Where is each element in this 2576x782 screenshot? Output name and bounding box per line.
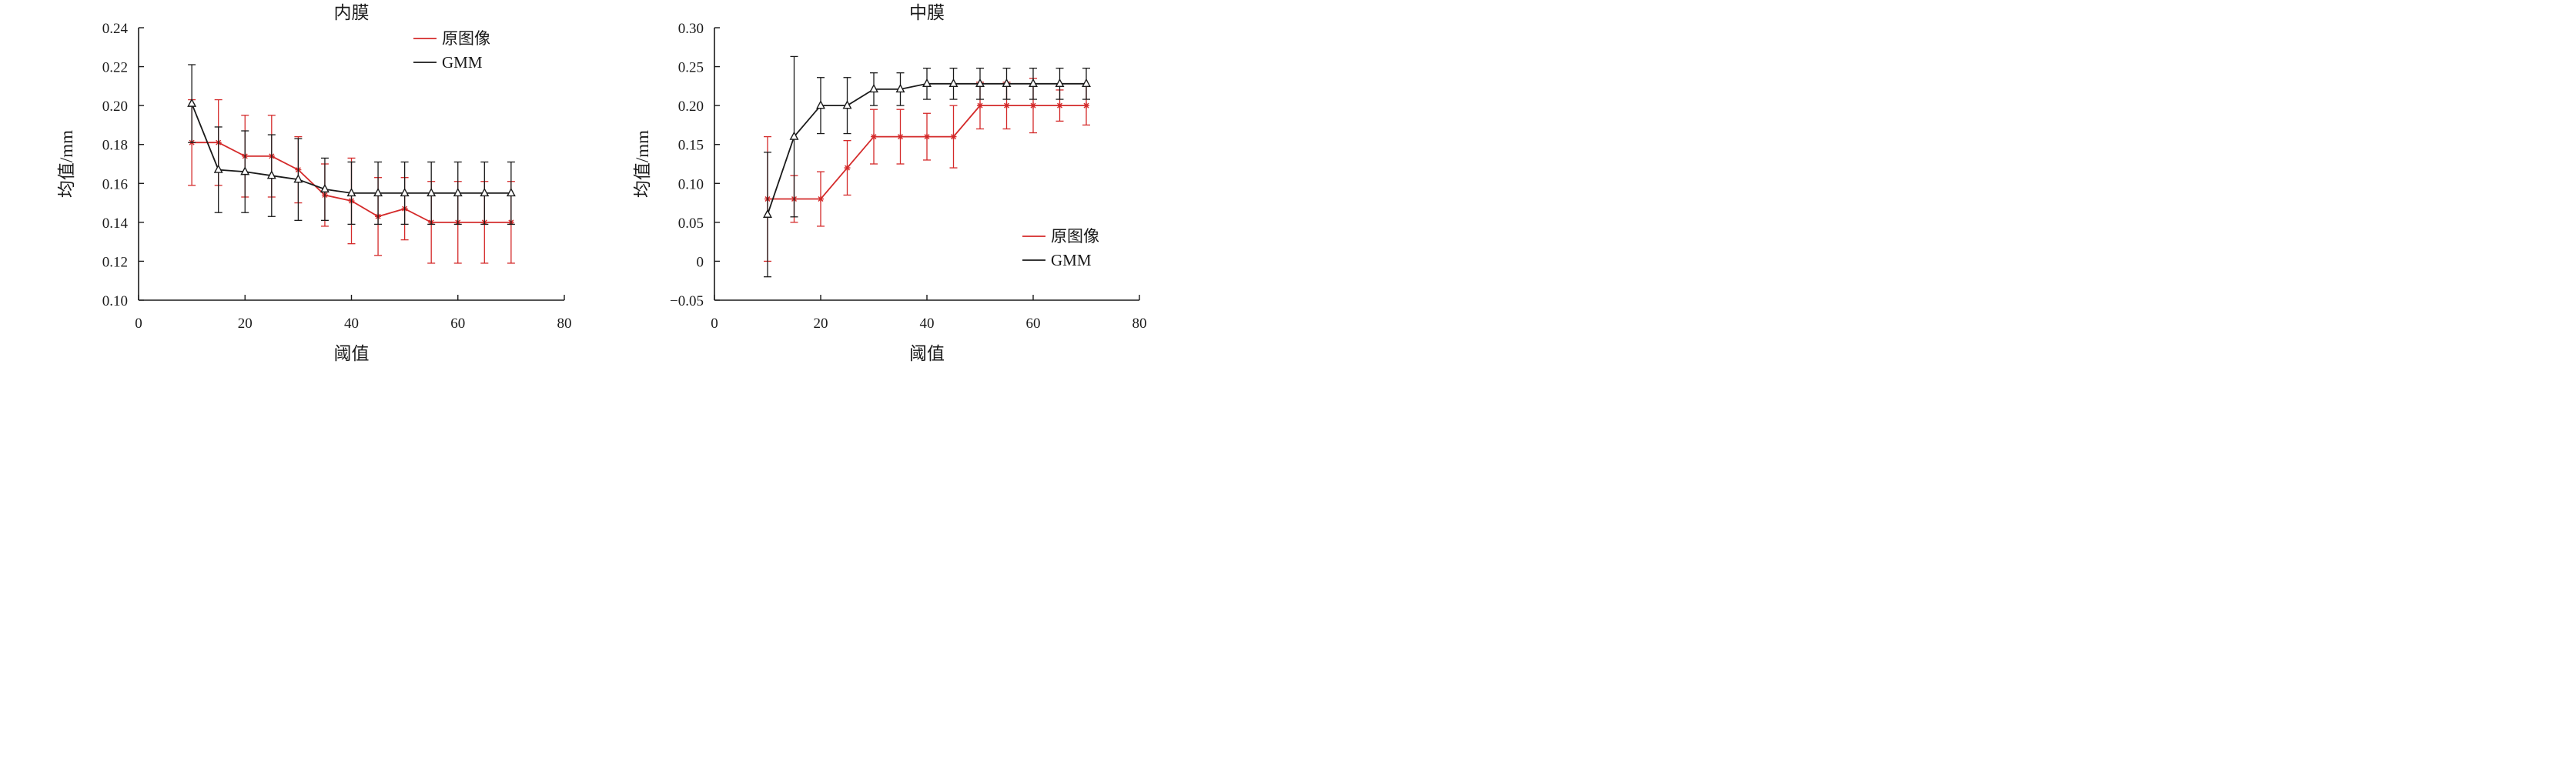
data-point-triangle	[922, 78, 932, 88]
data-point-star	[1003, 102, 1010, 109]
data-point-triangle	[506, 187, 516, 197]
y-axis-title: 均值/mm	[57, 130, 76, 198]
data-point-triangle	[346, 187, 356, 197]
y-tick-label: 0.25	[678, 60, 704, 76]
chart-title: 内膜	[334, 3, 370, 22]
legend-label: GMM	[442, 53, 483, 72]
data-point-star	[950, 133, 957, 140]
x-tick-label: 60	[450, 316, 465, 332]
y-tick-label: 0.20	[678, 99, 704, 115]
series-gmm	[187, 64, 516, 226]
legend-label: GMM	[1051, 251, 1092, 269]
y-tick-label: 0.10	[102, 293, 128, 309]
data-point-triangle	[427, 187, 437, 197]
x-axis-title: 阈值	[334, 344, 370, 363]
data-point-triangle	[975, 78, 985, 88]
data-point-star	[818, 196, 824, 202]
data-point-triangle	[240, 166, 250, 175]
data-point-triangle	[763, 209, 772, 218]
data-point-triangle	[789, 131, 799, 140]
chart-title: 中膜	[909, 3, 945, 22]
data-point-star	[1083, 102, 1089, 109]
y-tick-label: 0.30	[678, 21, 704, 37]
x-tick-label: 20	[814, 316, 828, 332]
series-original	[764, 78, 1090, 262]
y-tick-label: 0.22	[102, 60, 128, 76]
chart-panel-2: 中膜 −0.05 0 0.05 0.10 0.15 0.20 0.25 0.30 0 20 40 60 8…	[633, 3, 1147, 363]
chart-canvas: 内膜 0.10 0.12 0.14 0.16 0.18 0.20 0.22 0.24 0 20 40 6…	[57, 3, 1147, 363]
data-point-star	[871, 133, 877, 140]
y-tick-label: 0.15	[678, 138, 704, 154]
x-tick-label: 20	[238, 316, 253, 332]
data-point-star	[977, 102, 983, 109]
chart-panel-1: 内膜 0.10 0.12 0.14 0.16 0.18 0.20 0.22 0.24 0 20 40 6…	[57, 3, 572, 363]
y-tick-label: 0.18	[102, 138, 128, 154]
data-point-star	[844, 165, 851, 172]
legend: 原图像 GMM	[1022, 227, 1099, 269]
data-point-triangle	[187, 98, 197, 107]
y-tick-label: 0.16	[102, 176, 128, 192]
data-point-triangle	[1002, 78, 1012, 88]
data-point-triangle	[213, 164, 223, 173]
data-point-triangle	[480, 187, 490, 197]
legend-label: 原图像	[1051, 227, 1099, 246]
data-point-triangle	[869, 83, 878, 93]
x-tick-label: 40	[920, 316, 935, 332]
data-point-triangle	[1055, 78, 1065, 88]
x-tick-label: 80	[1132, 316, 1147, 332]
y-tick-label: 0.12	[102, 254, 128, 270]
data-point-star	[1056, 102, 1063, 109]
y-tick-label: 0.20	[102, 99, 128, 115]
data-point-triangle	[948, 78, 958, 88]
y-tick-label: 0.14	[102, 216, 129, 232]
y-axis-title: 均值/mm	[633, 130, 652, 198]
data-point-triangle	[842, 100, 852, 109]
data-point-triangle	[373, 187, 383, 197]
x-tick-label: 0	[135, 316, 142, 332]
legend-label: 原图像	[442, 29, 490, 48]
legend: 原图像 GMM	[413, 29, 490, 72]
data-point-triangle	[293, 174, 303, 183]
y-tick-label: 0.10	[678, 176, 704, 192]
y-tick-label: −0.05	[670, 293, 704, 309]
x-tick-label: 60	[1026, 316, 1041, 332]
x-tick-label: 0	[711, 316, 718, 332]
figure: 内膜 0.10 0.12 0.14 0.16 0.18 0.20 0.22 0.24 0 20 40 6…	[0, 0, 1207, 367]
x-axis-title: 阈值	[909, 344, 945, 363]
data-point-triangle	[400, 187, 410, 197]
y-tick-label: 0	[697, 254, 704, 270]
data-point-star	[897, 133, 904, 140]
data-point-triangle	[319, 183, 330, 193]
data-point-triangle	[816, 100, 825, 109]
y-tick-label: 0.24	[102, 21, 129, 37]
data-point-triangle	[453, 187, 463, 197]
series-gmm	[763, 55, 1091, 278]
data-point-triangle	[1029, 78, 1038, 88]
data-point-triangle	[266, 170, 276, 179]
y-tick-label: 0.05	[678, 216, 704, 232]
data-point-triangle	[895, 83, 905, 93]
data-point-triangle	[1082, 78, 1091, 88]
data-point-star	[1030, 102, 1036, 109]
x-tick-label: 80	[557, 316, 572, 332]
data-point-star	[924, 133, 930, 140]
x-tick-label: 40	[344, 316, 359, 332]
